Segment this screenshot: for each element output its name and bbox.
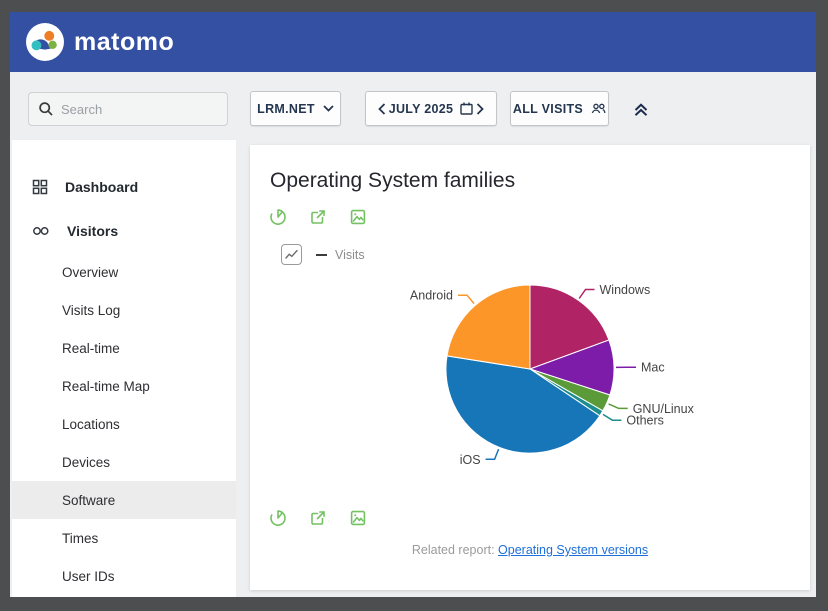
export-icon[interactable] — [309, 208, 327, 226]
pie-chart-icon[interactable] — [269, 208, 287, 226]
pie-slice-windows[interactable] — [529, 284, 610, 370]
pie-slice-label: Android — [410, 289, 453, 303]
segment-label: ALL VISITS — [512, 101, 584, 116]
widget-icon-row-top — [269, 208, 367, 226]
sidebar-item-times[interactable]: Times — [12, 519, 236, 557]
calendar-icon — [460, 102, 473, 115]
sidebar-item-label: Devices — [62, 454, 111, 470]
sidebar-item-real-time[interactable]: Real-time — [12, 329, 236, 367]
sidebar-item-label: Locations — [62, 416, 120, 432]
pie-chart-icon[interactable] — [269, 509, 287, 527]
top-header: matomo — [10, 12, 816, 72]
sidebar-item-label: Dashboard — [65, 179, 139, 195]
sidebar-item-label: Visitors — [67, 223, 119, 239]
pie-label-pointer — [458, 294, 475, 305]
sidebar-item-label: Software — [62, 492, 116, 508]
related-report-link[interactable]: Operating System versions — [498, 543, 649, 557]
pie-slice-label: GNU/Linux — [633, 402, 695, 416]
site-selector-label: LRM.NET — [257, 101, 315, 116]
related-report: Related report: Operating System version… — [250, 543, 810, 557]
search-input[interactable] — [61, 101, 211, 117]
chart-legend: Visits — [281, 244, 365, 265]
widget-icon-row-bottom — [269, 509, 367, 527]
previous-period-icon[interactable] — [378, 102, 386, 115]
pie-slice-label: iOS — [460, 453, 481, 467]
matomo-logo-icon — [26, 23, 64, 61]
sidebar-item-dashboard[interactable]: Dashboard — [12, 165, 236, 209]
image-icon[interactable] — [349, 509, 367, 527]
pie-slice-android[interactable] — [446, 284, 531, 370]
toolbar: LRM.NET JULY 2025 — [10, 72, 816, 140]
widget-title: Operating System families — [270, 169, 516, 192]
app: matomo LRM.NET — [10, 12, 816, 597]
sidebar-item-label: Real-time Map — [62, 378, 150, 394]
pie-label-pointer — [578, 288, 595, 299]
pie-slice-label: Mac — [641, 361, 665, 375]
chevron-down-icon — [323, 105, 334, 112]
date-range-selector[interactable]: JULY 2025 — [365, 91, 497, 126]
pie-label-pointer — [602, 413, 622, 421]
pie-chart-area: Windows Mac GNU/Linux Others iOS Android — [250, 255, 810, 505]
sidebar-item-label: Real-time — [62, 340, 120, 356]
segment-selector-button[interactable]: ALL VISITS — [510, 91, 609, 126]
period-label: JULY 2025 — [388, 101, 454, 116]
sidebar-item-software[interactable]: Software — [12, 481, 236, 519]
pie-label-pointer — [608, 403, 628, 410]
sidebar-item-label: Times — [62, 530, 99, 546]
visitors-icon — [32, 225, 50, 237]
next-period-icon[interactable] — [476, 102, 484, 115]
collapse-toolbar-button[interactable] — [629, 99, 653, 121]
site-selector-button[interactable]: LRM.NET — [250, 91, 341, 126]
sparkline-icon[interactable] — [281, 244, 302, 265]
pie-slice-label: Others — [626, 414, 664, 428]
matomo-logo[interactable]: matomo — [26, 23, 174, 61]
related-report-label: Related report: — [411, 543, 495, 557]
sidebar-item-visits-log[interactable]: Visits Log — [12, 291, 236, 329]
sidebar-item-visitors[interactable]: Visitors — [12, 209, 236, 253]
pie-label-pointer — [485, 448, 500, 461]
sidebar-item-user-ids[interactable]: User IDs — [12, 557, 236, 595]
sidebar-item-label: Overview — [62, 264, 119, 280]
sidebar-item-label: User IDs — [62, 568, 115, 584]
legend-line — [316, 253, 327, 256]
widget-card: Operating System families — [250, 145, 810, 590]
sidebar-item-real-time-map[interactable]: Real-time Map — [12, 367, 236, 405]
sidebar-item-locations[interactable]: Locations — [12, 405, 236, 443]
sidebar-item-devices[interactable]: Devices — [12, 443, 236, 481]
sidebar-item-overview[interactable]: Overview — [12, 253, 236, 291]
sidebar-item-label: Visits Log — [62, 302, 121, 318]
content-area: Dashboard Visitors Overview Visits Log Real-… — [10, 140, 816, 597]
segment-users-icon — [591, 103, 606, 114]
image-icon[interactable] — [349, 208, 367, 226]
pie-slice-ios[interactable] — [445, 355, 601, 454]
logo-wordmark: matomo — [74, 27, 175, 56]
pie-slice-label: Windows — [600, 283, 651, 297]
dashboard-icon — [32, 179, 48, 195]
legend-label[interactable]: Visits — [335, 247, 365, 262]
search-icon — [38, 101, 54, 117]
sidebar: Dashboard Visitors Overview Visits Log Real-… — [12, 140, 236, 597]
search-box[interactable] — [28, 92, 228, 126]
export-icon[interactable] — [309, 509, 327, 527]
